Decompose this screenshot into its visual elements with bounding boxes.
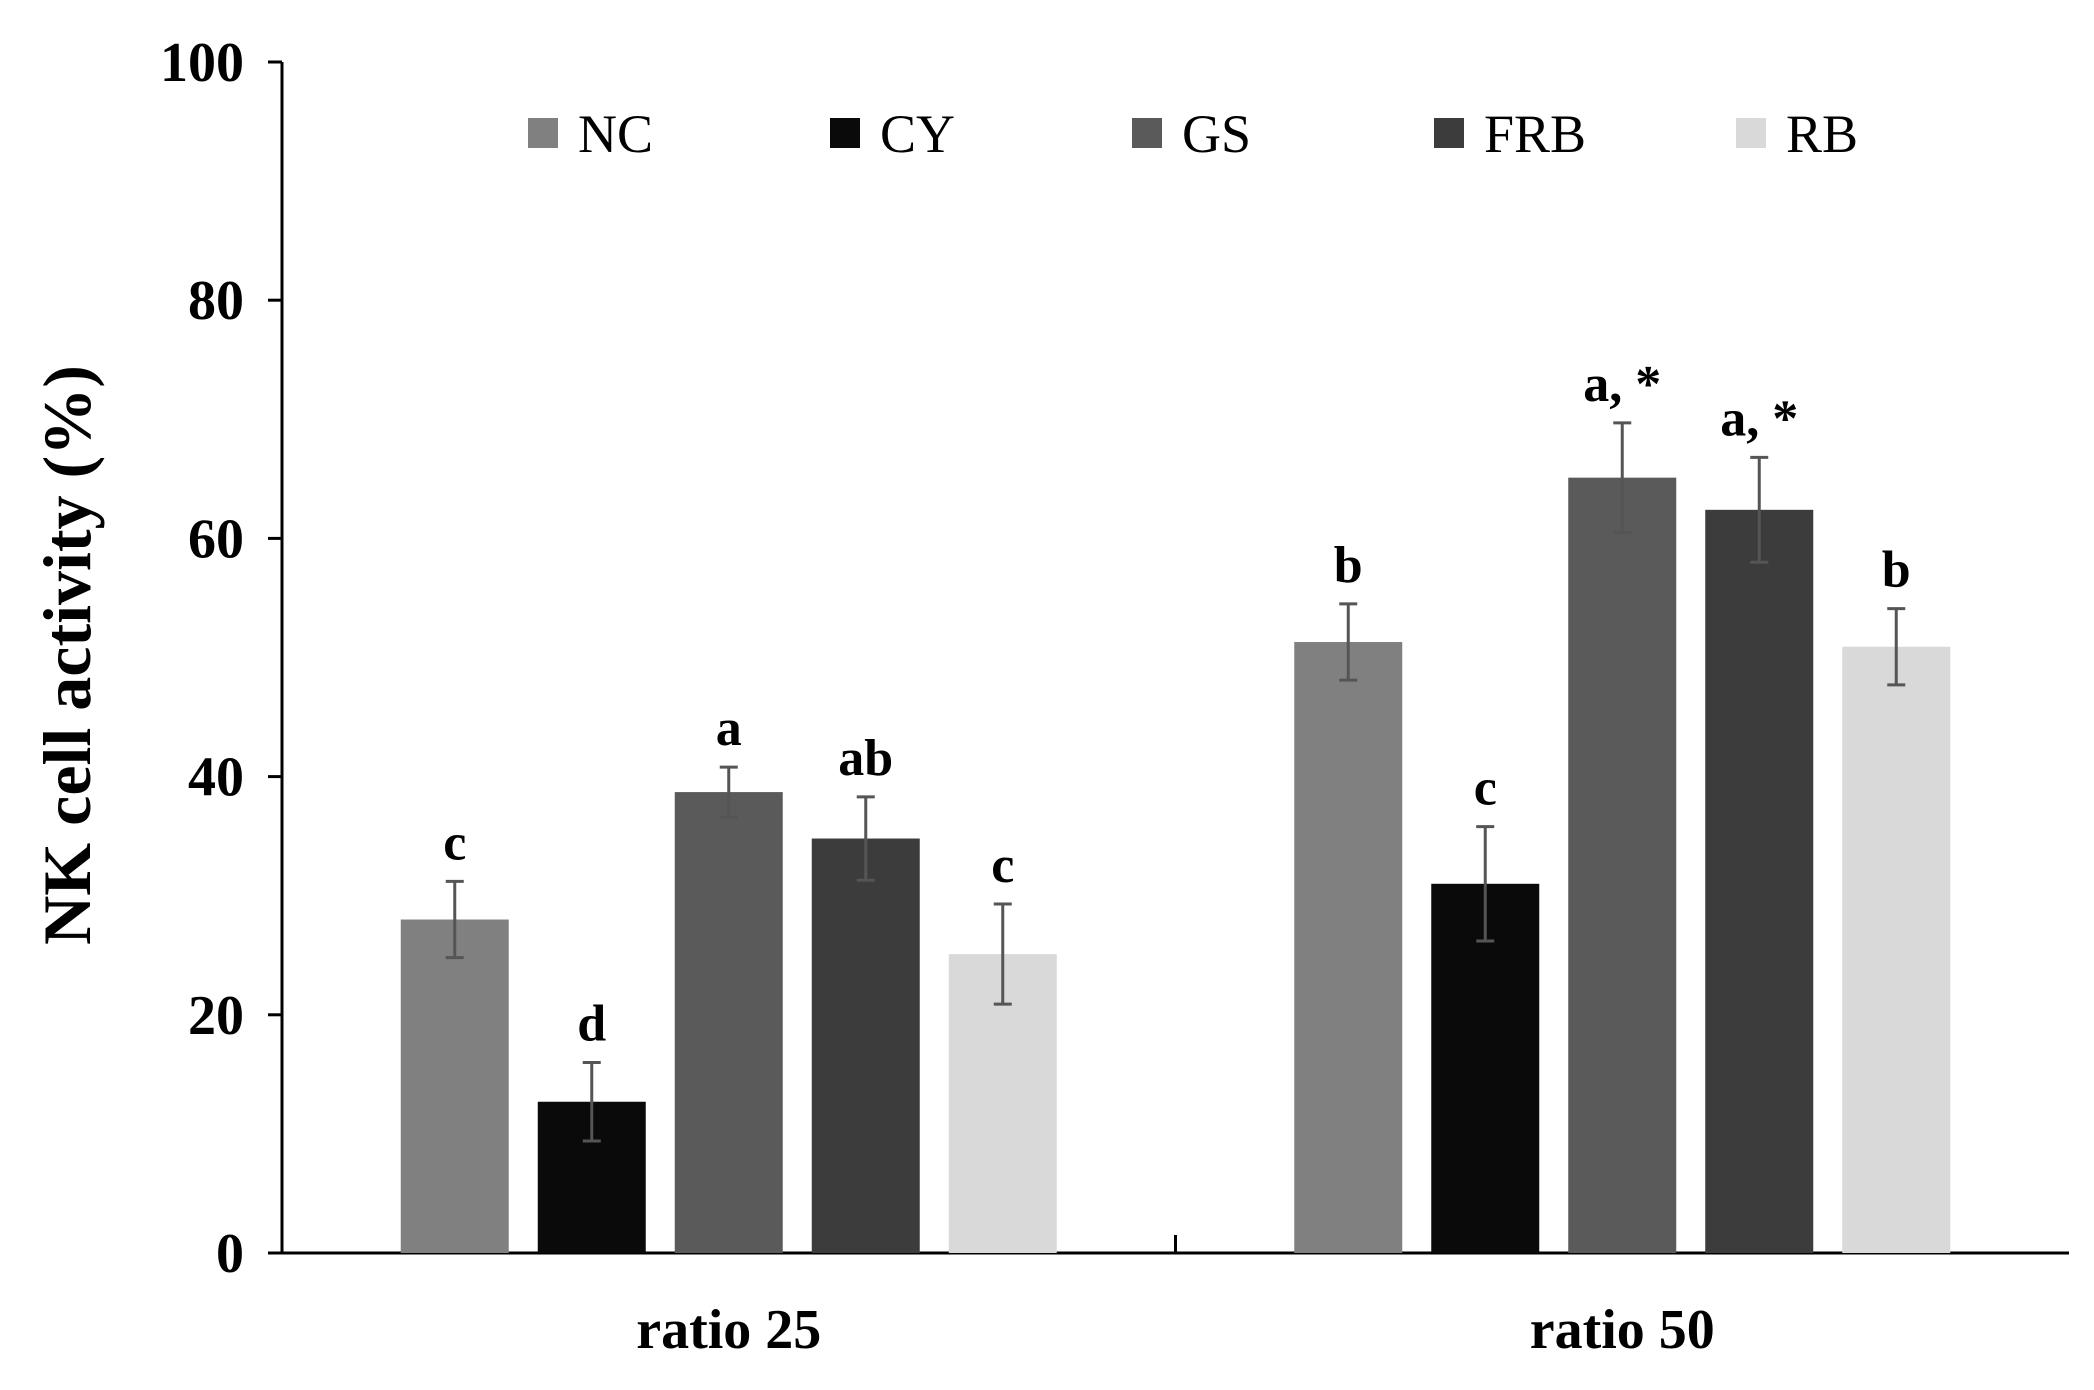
y-tick-label: 100 [160, 32, 244, 94]
bar-frb-1 [811, 838, 920, 1253]
significance-label: ab [838, 730, 893, 787]
legend-label-rb: RB [1786, 104, 1858, 164]
x-category-label: ratio 50 [1530, 1299, 1715, 1361]
legend-swatch-cy [830, 118, 860, 148]
legend-swatch-frb [1434, 118, 1464, 148]
y-tick-label: 80 [188, 270, 244, 332]
legend-label-frb: FRB [1484, 104, 1586, 164]
legend-swatch-nc [528, 118, 558, 148]
significance-label: b [1882, 542, 1911, 599]
significance-label: c [443, 814, 466, 871]
bar-gs-2 [1568, 477, 1677, 1253]
legend-label-gs: GS [1182, 104, 1251, 164]
y-tick-label: 40 [188, 747, 244, 809]
legend-label-nc: NC [578, 104, 653, 164]
x-category-label: ratio 25 [636, 1299, 821, 1361]
significance-label: a, * [1720, 390, 1798, 447]
bar-gs-1 [674, 792, 783, 1253]
significance-label: a, * [1583, 356, 1661, 413]
y-axis-label: NK cell activity (%) [29, 365, 105, 945]
bar-rb-2 [1842, 646, 1951, 1253]
bar-nc-1 [400, 919, 509, 1253]
significance-label: b [1334, 537, 1363, 594]
legend-swatch-rb [1736, 118, 1766, 148]
significance-label: d [577, 995, 606, 1052]
y-tick-label: 20 [188, 985, 244, 1047]
y-tick-label: 0 [216, 1223, 244, 1285]
significance-label: c [991, 837, 1014, 894]
y-tick-label: 60 [188, 508, 244, 570]
significance-label: a [716, 700, 742, 757]
legend-swatch-gs [1132, 118, 1162, 148]
bar-nc-2 [1294, 642, 1403, 1253]
significance-label: c [1474, 760, 1497, 817]
legend-label-cy: CY [880, 104, 955, 164]
bar-frb-2 [1705, 509, 1814, 1253]
bar-cy-2 [1431, 883, 1540, 1253]
